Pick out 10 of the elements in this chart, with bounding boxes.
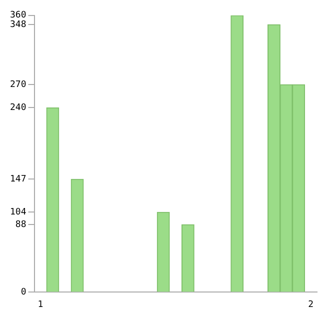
y-tick-label: 240 xyxy=(10,103,26,114)
y-tick-label: 88 xyxy=(15,220,26,230)
y-tick-label: 104 xyxy=(10,208,26,218)
x-tick-label: 1 xyxy=(38,300,44,310)
x-tick-label: 2 xyxy=(308,300,314,310)
y-tick-label: 147 xyxy=(10,174,26,185)
y-tick-label: 360 xyxy=(10,10,26,21)
y-tick-label: 270 xyxy=(10,80,26,90)
y-tick-label: 348 xyxy=(10,20,26,30)
y-tick-label: 0 xyxy=(20,288,26,298)
